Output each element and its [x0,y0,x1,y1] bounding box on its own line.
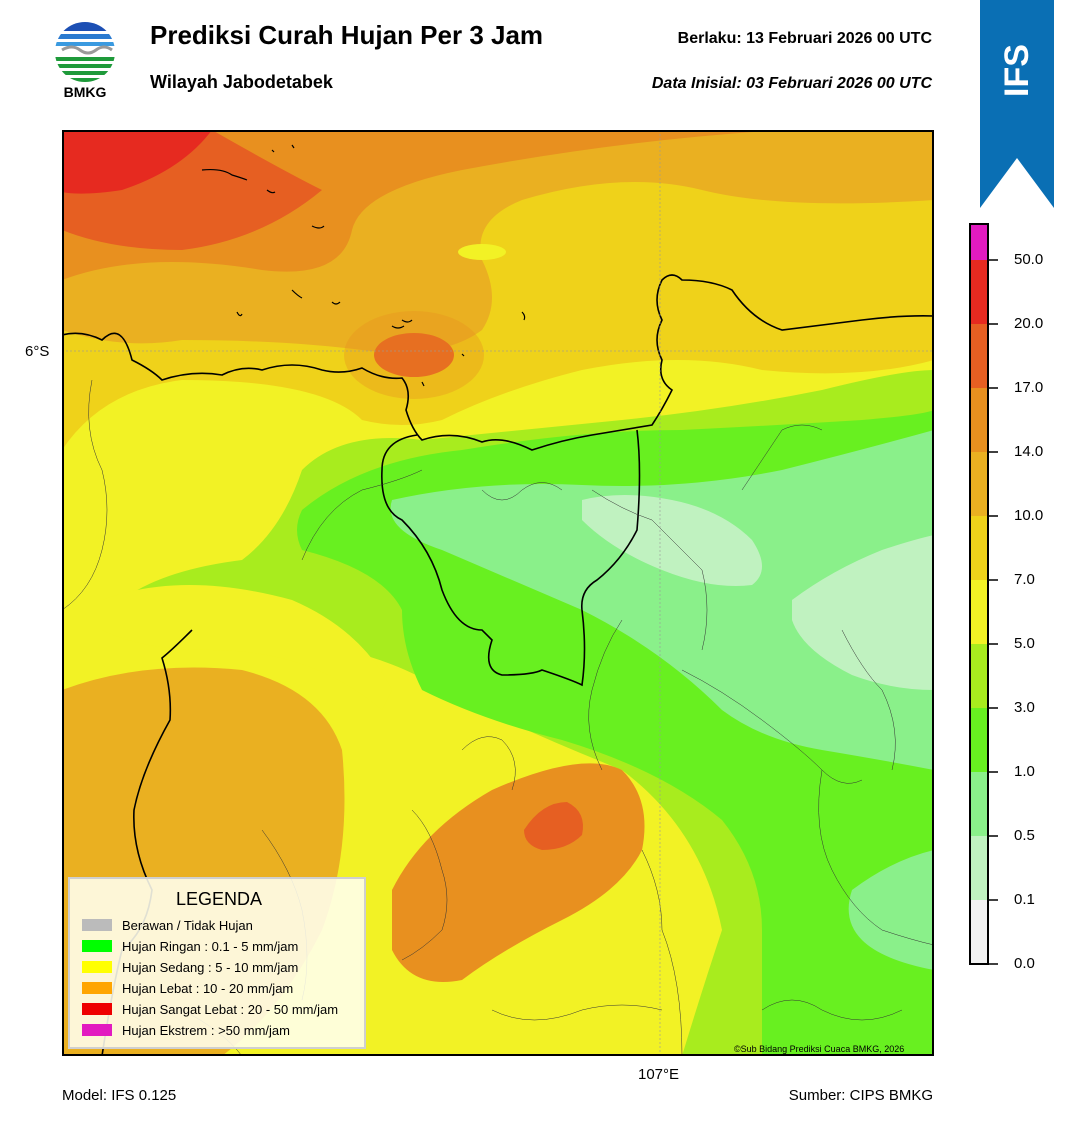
colorbar-segment [970,580,988,644]
colorbar-label: 14.0 [1014,443,1044,460]
rain-field-palegreen [582,495,762,586]
map-frame [62,130,934,1056]
bmkg-logo [50,20,120,100]
legend-item: Hujan Lebat : 10 - 20 mm/jam [82,978,293,998]
colorbar-segment [970,324,988,388]
colorbar-label: 0.5 [1014,827,1035,844]
legend-label: Hujan Ekstrem : >50 mm/jam [122,1022,290,1038]
source-label: Sumber: CIPS BMKG [788,1087,933,1104]
colorbar-segment [970,516,988,580]
colorbar-segment [970,900,988,964]
province-boundary [381,429,641,687]
legend-item: Hujan Ringan : 0.1 - 5 mm/jam [82,936,298,956]
rain-field-heavy-spot [374,333,454,377]
colorbar-label: 0.0 [1014,955,1035,972]
colorbar-segment [970,708,988,772]
legend-swatch [82,1003,112,1015]
ribbon-label: IFS [997,43,1036,97]
lon-tick-label: 107°E [638,1066,680,1083]
colorbar-segment [970,452,988,516]
colorbar-label: 3.0 [1014,699,1035,716]
legend-box: LEGENDA Berawan / Tidak Hujan Hujan Ring… [68,877,366,1049]
islands [201,144,526,387]
colorbar-label: 50.0 [1014,251,1044,268]
lat-tick-label: 6°S [25,343,50,360]
colorbar [969,223,998,965]
colorbar-segment [970,260,988,324]
init-time: Data Inisial: 03 Februari 2026 00 UTC [651,75,932,92]
legend-swatch [82,940,112,952]
rain-field-lightgreen-se [848,850,934,970]
page-subtitle: Wilayah Jabodetabek [150,72,333,92]
rain-field-w-yellow [102,585,392,710]
coastline [62,274,934,451]
rain-field-very-heavy [62,130,212,194]
colorbar-label: 5.0 [1014,635,1035,652]
colorbar-label: 17.0 [1014,379,1044,396]
colorbar-label: 0.1 [1014,891,1035,908]
model-label: Model: IFS 0.125 [62,1087,177,1104]
page-title: Prediksi Curah Hujan Per 3 Jam [150,20,544,50]
colorbar-label: 7.0 [1014,571,1035,588]
colorbar-label: 1.0 [1014,763,1035,780]
legend-swatch [82,1024,112,1036]
legend-label: Hujan Ringan : 0.1 - 5 mm/jam [122,938,299,954]
admin-boundaries [62,379,934,1056]
rainfall-map [62,130,934,1056]
logo-text: BMKG [63,84,107,100]
colorbar-segment [970,772,988,836]
valid-time: Berlaku: 13 Februari 2026 00 UTC [677,30,932,47]
legend-swatch [82,961,112,973]
legend-label: Hujan Lebat : 10 - 20 mm/jam [122,980,294,996]
copyright-text: ©Sub Bidang Prediksi Cuaca BMKG, 2026 [734,1044,905,1054]
legend-item: Hujan Ekstrem : >50 mm/jam [82,1020,290,1040]
colorbar-label: 10.0 [1014,507,1044,524]
colorbar-segment [970,644,988,708]
legend-label: Hujan Sangat Lebat : 20 - 50 mm/jam [122,1001,339,1017]
colorbar-segment [970,836,988,900]
legend-label: Hujan Sedang : 5 - 10 mm/jam [122,959,299,975]
colorbar-segment [970,224,988,260]
colorbar-label: 20.0 [1014,315,1044,332]
legend-item: Berawan / Tidak Hujan [82,915,253,935]
legend-title: LEGENDA [175,889,263,909]
rain-field-amber-spot [344,311,484,399]
rain-field-yellow-spot [458,244,506,260]
legend-swatch [82,919,112,931]
legend-item: Hujan Sangat Lebat : 20 - 50 mm/jam [82,999,338,1019]
rain-field-lightgreen [390,430,934,770]
colorbar-segment [970,388,988,452]
legend-label: Berawan / Tidak Hujan [122,917,253,933]
legend-swatch [82,982,112,994]
ifs-ribbon [980,0,1054,208]
rain-field-palegreen-e [792,535,934,690]
rain-field-south-heavy [524,802,583,850]
legend-item: Hujan Sedang : 5 - 10 mm/jam [82,957,298,977]
